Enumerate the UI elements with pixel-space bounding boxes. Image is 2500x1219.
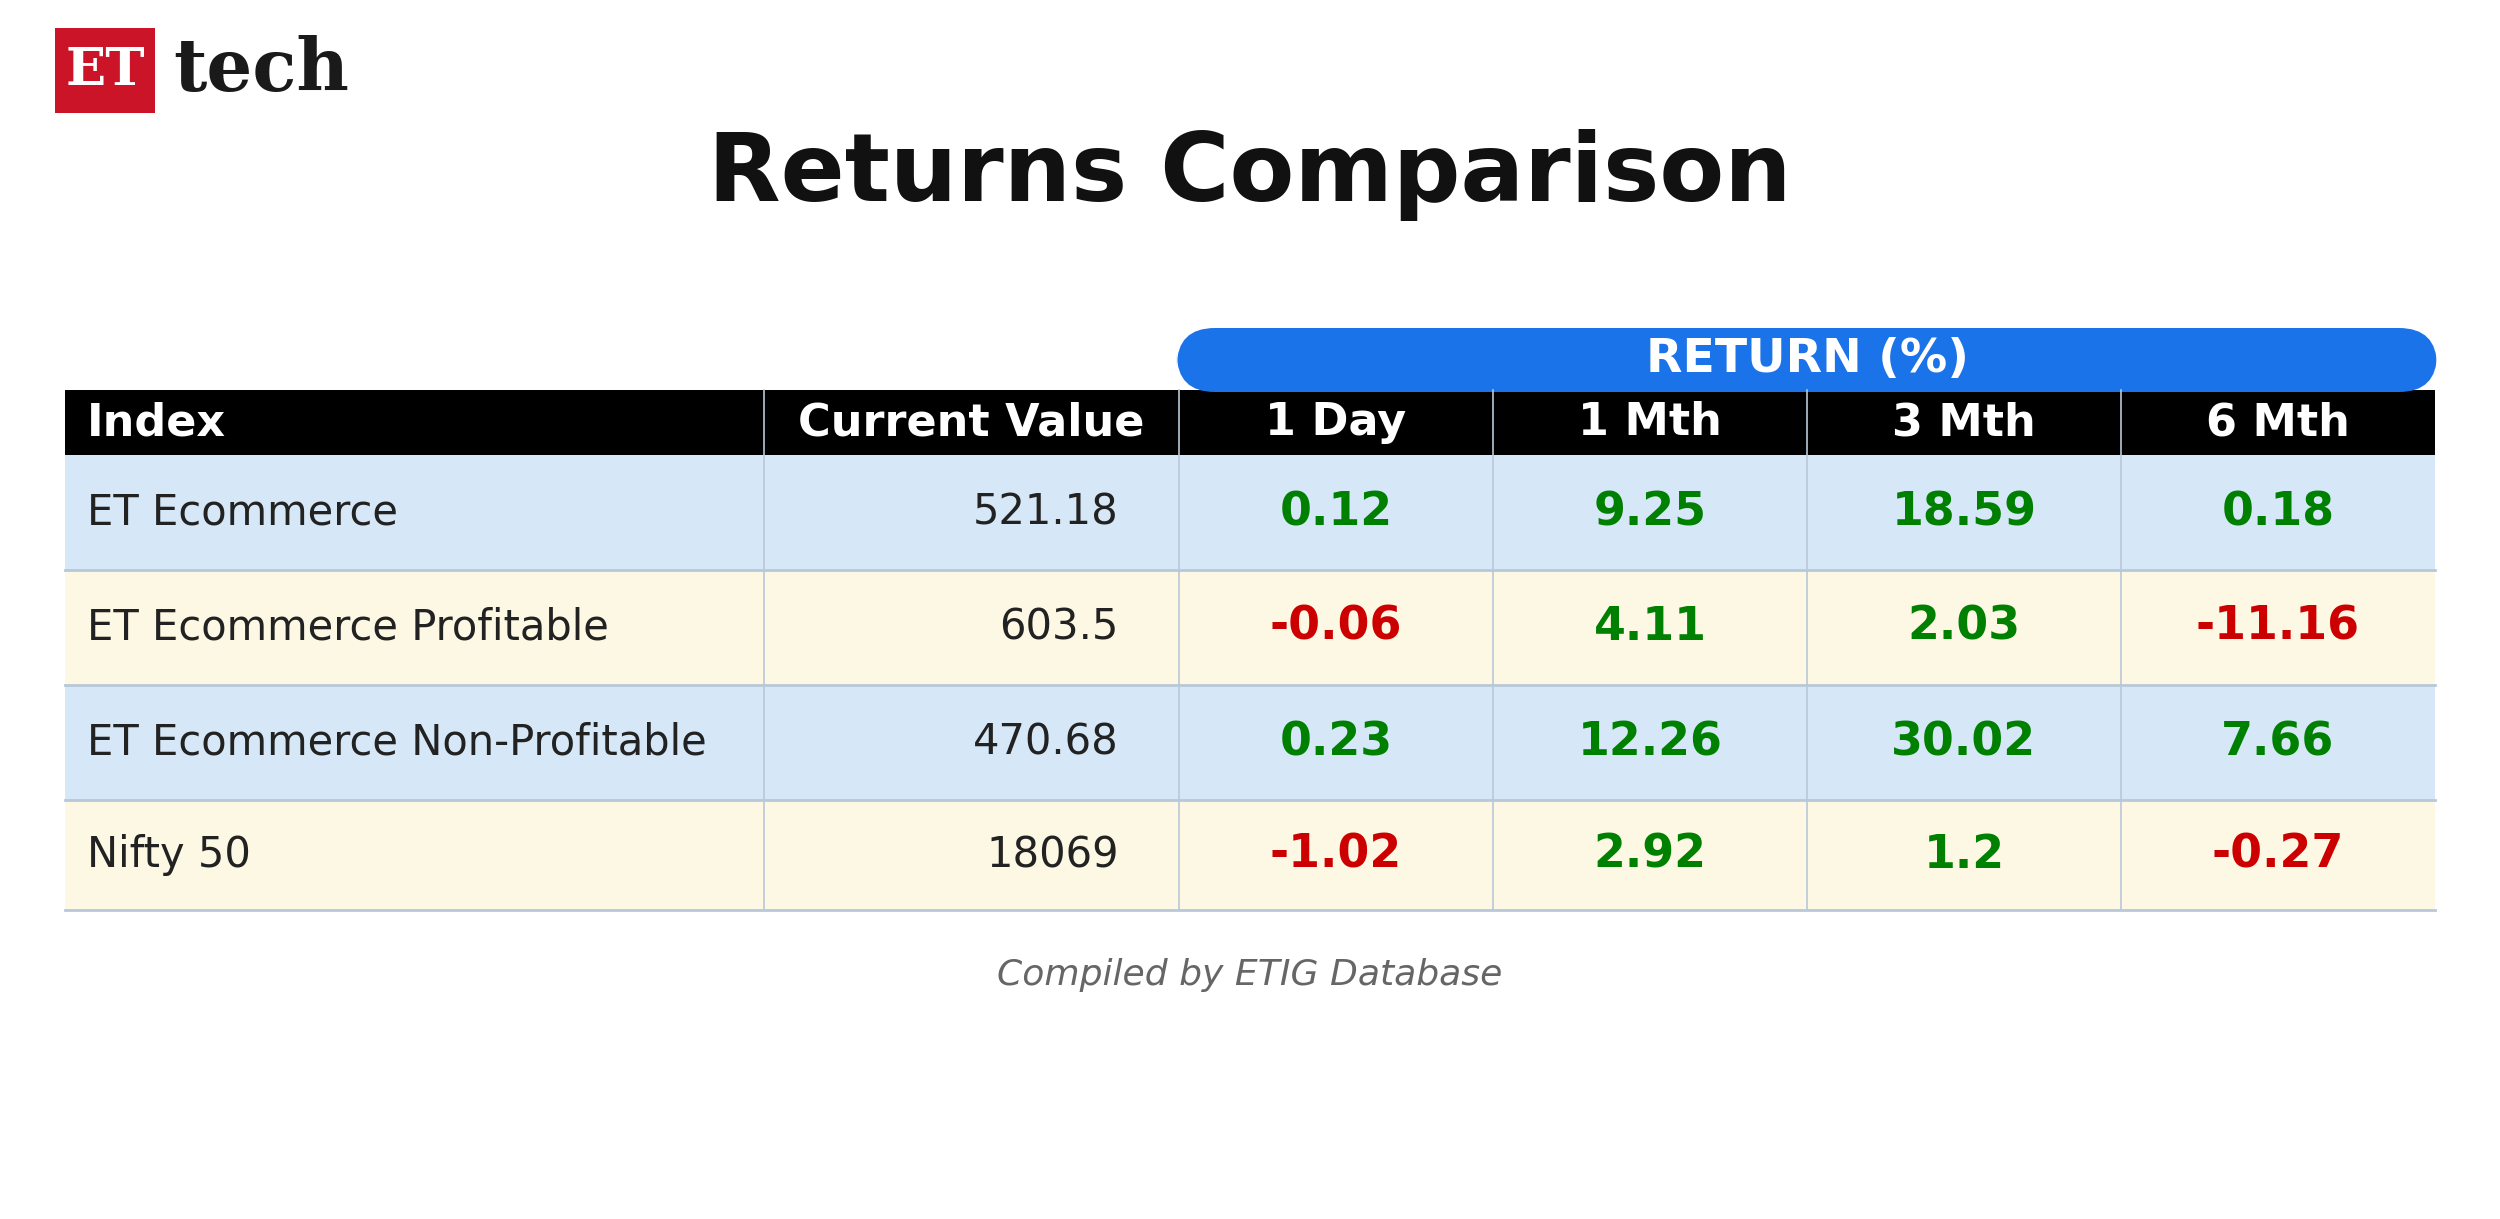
- Text: ET Ecommerce Profitable: ET Ecommerce Profitable: [88, 607, 610, 649]
- Text: Compiled by ETIG Database: Compiled by ETIG Database: [998, 958, 1502, 992]
- Text: tech: tech: [173, 35, 350, 106]
- Text: ET Ecommerce: ET Ecommerce: [88, 491, 398, 534]
- Text: 9.25: 9.25: [1592, 490, 1708, 535]
- Bar: [55, 28, 155, 113]
- Text: 0.18: 0.18: [2222, 490, 2335, 535]
- Text: 1 Day: 1 Day: [1265, 401, 1407, 444]
- Text: 4.11: 4.11: [1592, 605, 1708, 650]
- Text: 30.02: 30.02: [1892, 720, 2037, 766]
- FancyBboxPatch shape: [1178, 328, 2438, 393]
- Text: -0.27: -0.27: [2212, 833, 2345, 878]
- Text: 1 Mth: 1 Mth: [1578, 401, 1722, 444]
- Text: 18.59: 18.59: [1892, 490, 2037, 535]
- Text: -0.06: -0.06: [1270, 605, 1402, 650]
- Text: 470.68: 470.68: [972, 722, 1120, 763]
- Text: 2.03: 2.03: [1908, 605, 2020, 650]
- Text: Returns Comparison: Returns Comparison: [707, 129, 1792, 221]
- Text: 7.66: 7.66: [2222, 720, 2335, 766]
- Text: Index: Index: [88, 401, 225, 444]
- Text: 521.18: 521.18: [972, 491, 1120, 534]
- Text: 1.2: 1.2: [1922, 833, 2005, 878]
- Text: 2.92: 2.92: [1592, 833, 1708, 878]
- Text: 0.12: 0.12: [1280, 490, 1392, 535]
- Text: 3 Mth: 3 Mth: [1892, 401, 2035, 444]
- Text: 0.23: 0.23: [1280, 720, 1392, 766]
- Bar: [65, 570, 2435, 685]
- Text: 12.26: 12.26: [1578, 720, 1722, 766]
- Text: -11.16: -11.16: [2195, 605, 2360, 650]
- Text: ET Ecommerce Non-Profitable: ET Ecommerce Non-Profitable: [88, 722, 707, 763]
- Bar: [65, 455, 2435, 570]
- Text: RETURN (%): RETURN (%): [1645, 338, 1968, 383]
- Bar: [65, 800, 2435, 911]
- Text: Current Value: Current Value: [798, 401, 1145, 444]
- Bar: [65, 390, 2435, 455]
- Text: 18069: 18069: [988, 834, 1120, 876]
- Text: 6 Mth: 6 Mth: [2205, 401, 2350, 444]
- Text: 603.5: 603.5: [1000, 607, 1120, 649]
- Text: Nifty 50: Nifty 50: [88, 834, 250, 876]
- Text: ET: ET: [65, 45, 145, 96]
- Text: -1.02: -1.02: [1270, 833, 1402, 878]
- Bar: [65, 685, 2435, 800]
